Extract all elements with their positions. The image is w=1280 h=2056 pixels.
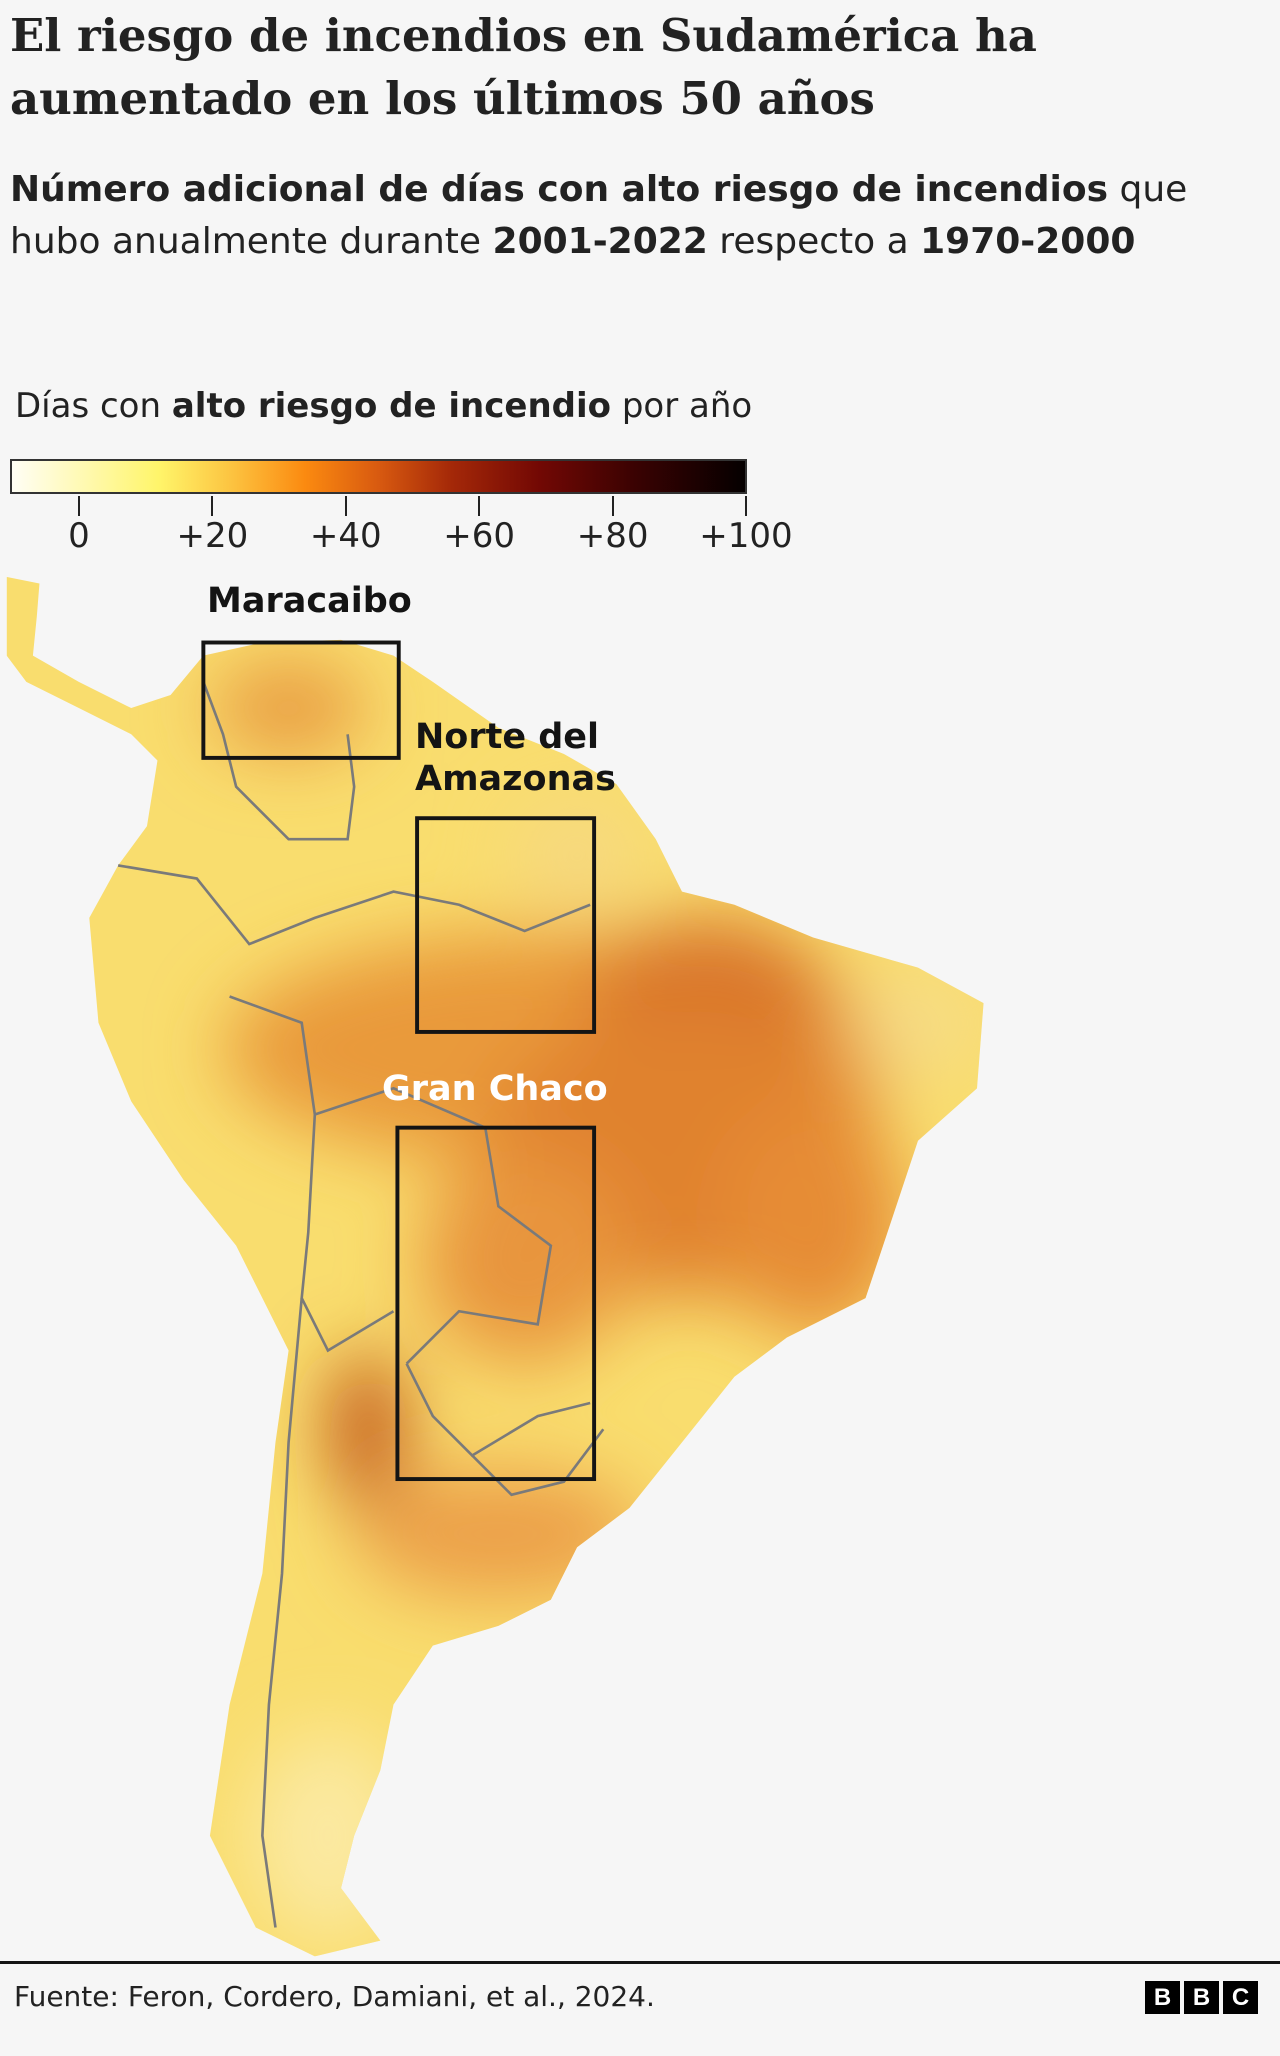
bbc-logo-c: C	[1223, 1981, 1258, 2014]
region-label-norte-amazonas-1: Norte del	[415, 717, 600, 757]
legend-title-post: por año	[611, 386, 753, 426]
footer-divider	[0, 1961, 1280, 1964]
subtitle: Número adicional de días con alto riesgo…	[10, 164, 1210, 268]
color-scale-tick	[344, 496, 347, 516]
subtitle-period-recent: 2001-2022	[492, 221, 708, 262]
bbc-logo: B B C	[1145, 1981, 1258, 2014]
color-scale-tick-label: 0	[68, 516, 90, 556]
legend-title-pre: Días con	[15, 386, 172, 426]
region-label-gran-chaco: Gran Chaco	[382, 1069, 608, 1109]
country-borders	[117, 681, 605, 1928]
region-box-norte-amazonas	[415, 816, 597, 1034]
color-scale-tick	[611, 496, 614, 516]
color-scale-tick-label: +20	[176, 516, 249, 556]
subtitle-lead: Número adicional de días con alto riesgo…	[10, 169, 1109, 210]
page-title: El riesgo de incendios en Sudamérica ha …	[10, 9, 1037, 125]
region-box-gran-chaco	[395, 1125, 597, 1482]
color-scale-tick	[211, 496, 214, 516]
color-scale-tick-label: +60	[443, 516, 516, 556]
color-scale-tick-label: +80	[576, 516, 649, 556]
subtitle-text: que hubo anualmente durante	[10, 169, 1188, 262]
region-label-maracaibo: Maracaibo	[207, 581, 412, 621]
legend-title: Días con alto riesgo de incendio por año	[15, 386, 752, 426]
bbc-logo-b2: B	[1184, 1981, 1219, 2014]
region-box-maracaibo	[201, 640, 401, 760]
color-scale-tick	[745, 496, 747, 516]
legend-title-bold: alto riesgo de incendio	[171, 386, 612, 426]
region-label-norte-amazonas-2: Amazonas	[415, 759, 616, 799]
subtitle-text-2: respecto a	[707, 221, 921, 262]
color-scale-tick-label: +100	[699, 516, 793, 556]
color-scale-tick	[478, 496, 481, 516]
color-scale-tick-label: +40	[309, 516, 382, 556]
subtitle-period-base: 1970-2000	[920, 221, 1136, 262]
source-note: Fuente: Feron, Cordero, Damiani, et al.,…	[14, 1980, 655, 2013]
bbc-logo-b1: B	[1145, 1981, 1180, 2014]
color-scale-tick	[78, 496, 80, 516]
color-scale-bar	[10, 459, 747, 494]
